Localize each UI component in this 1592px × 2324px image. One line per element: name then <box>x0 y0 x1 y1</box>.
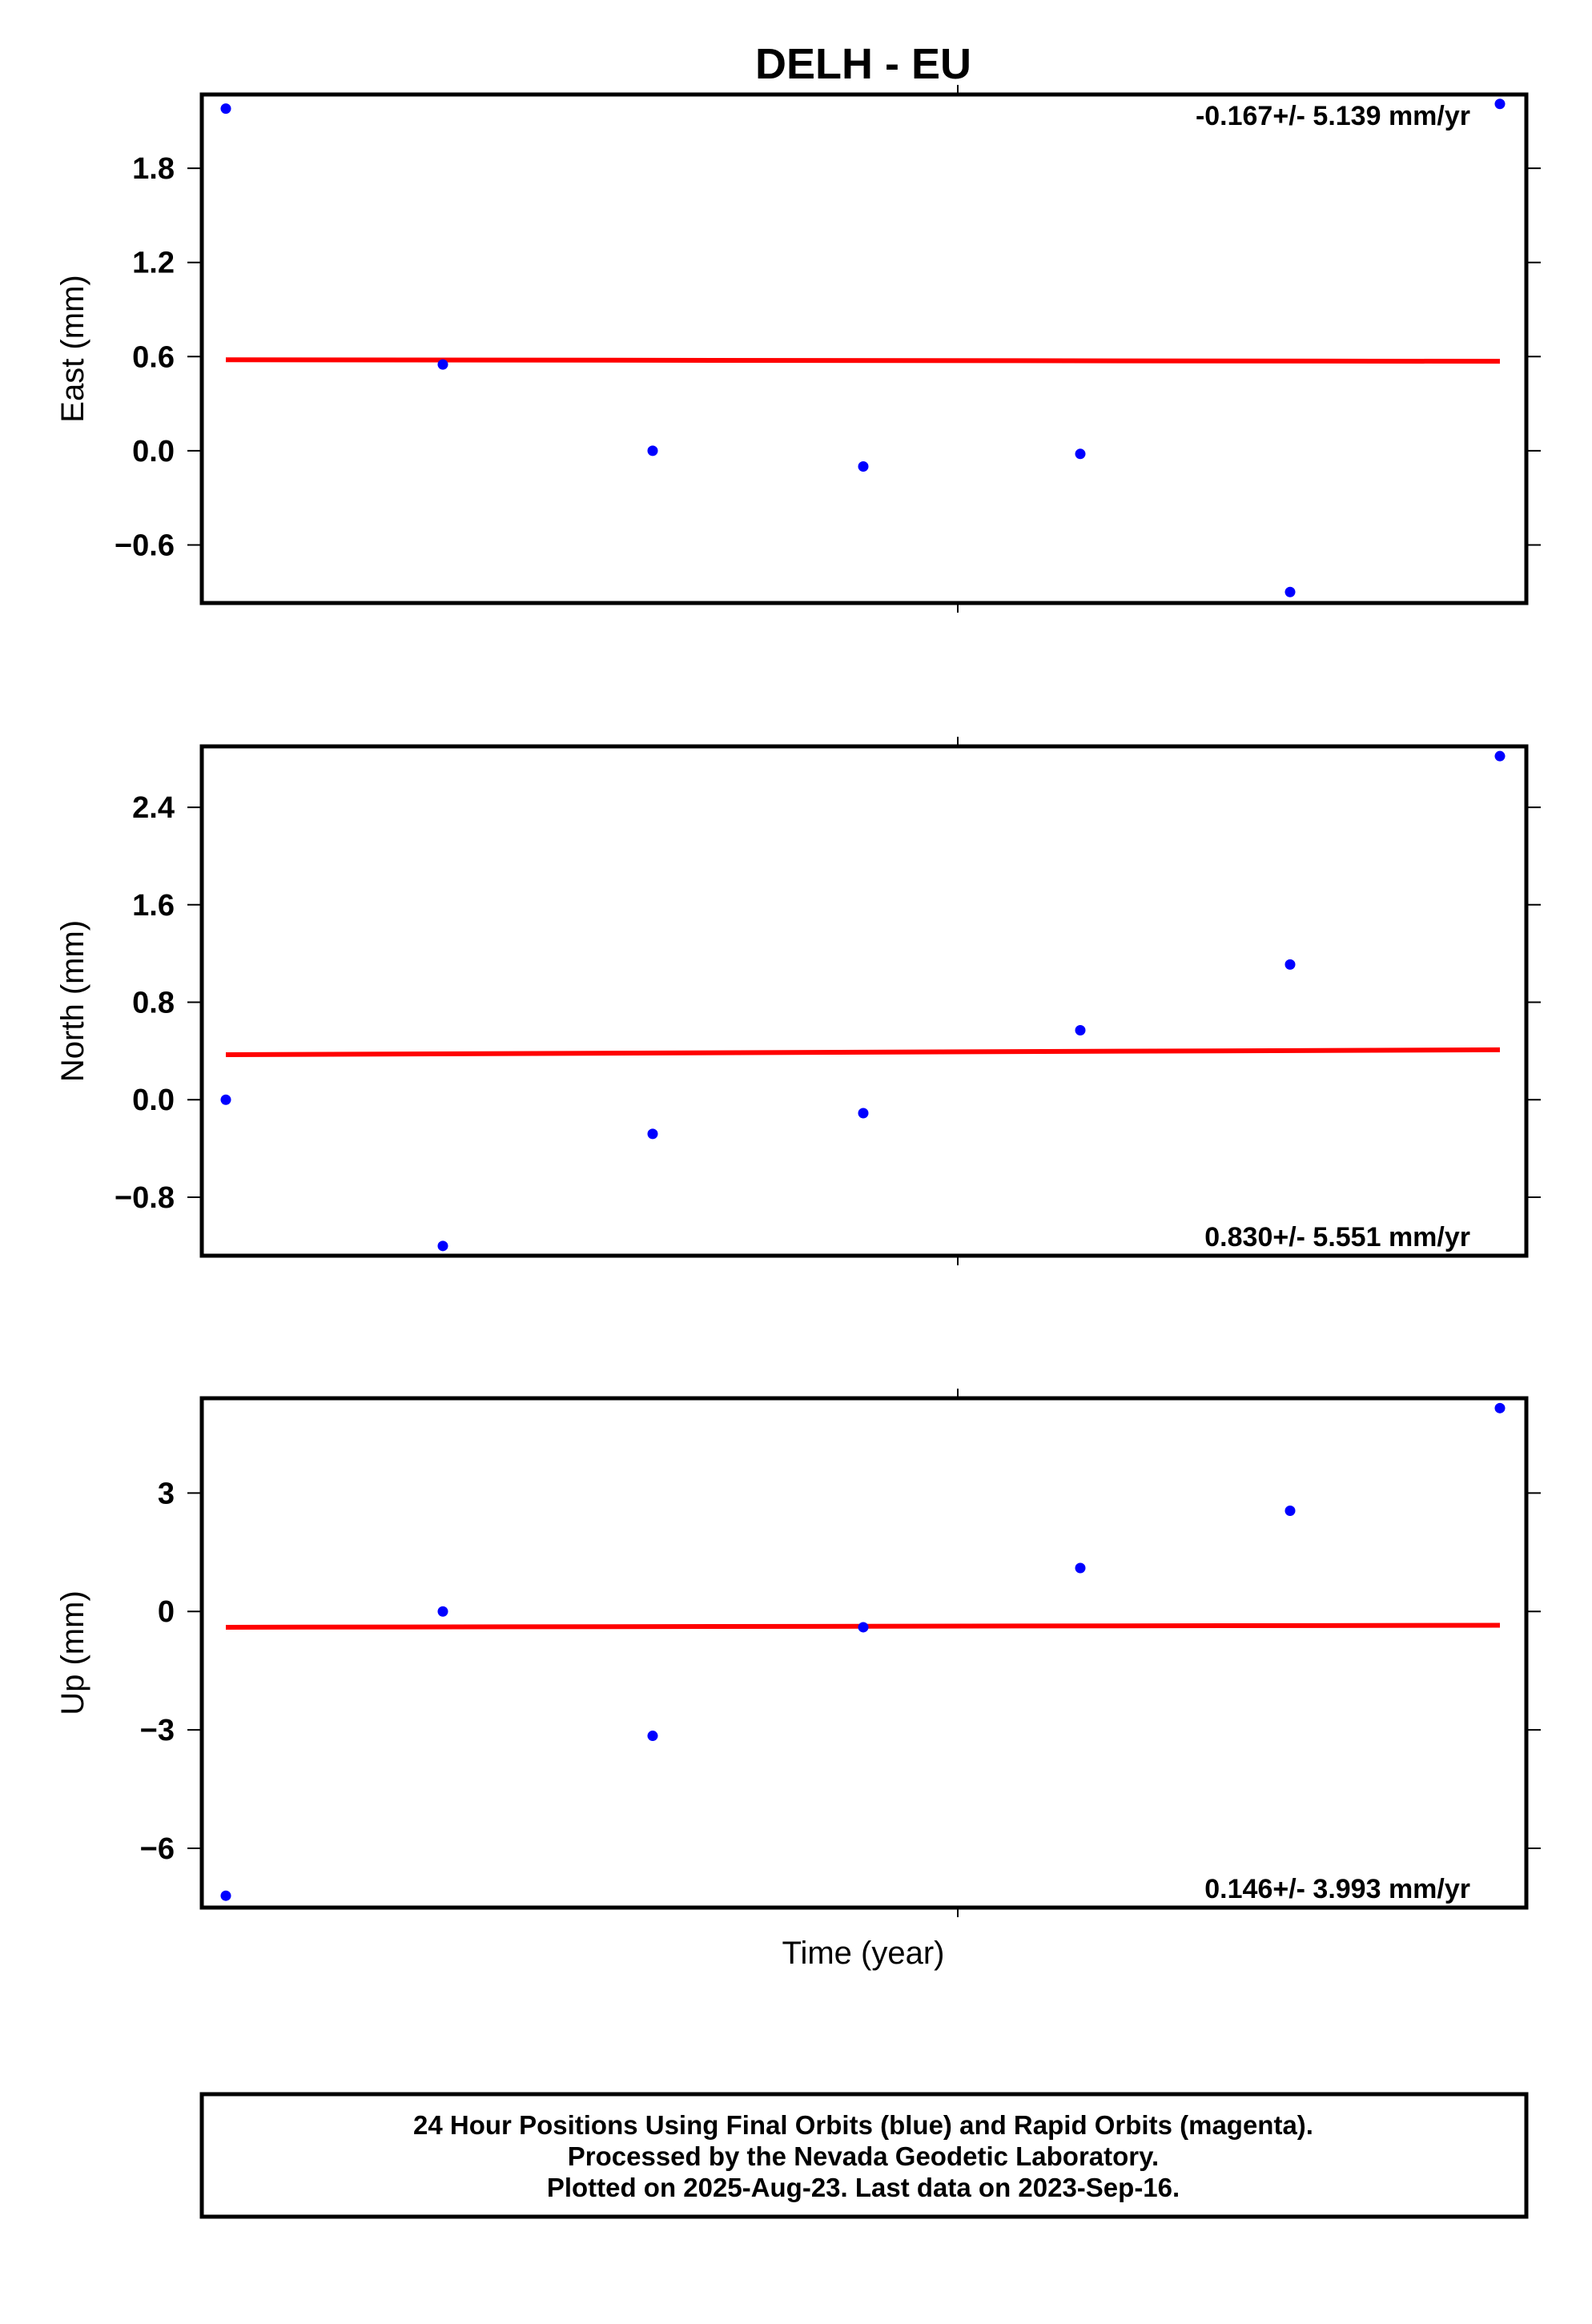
east-data-point <box>220 103 231 115</box>
north-panel: −0.8 0.0 0.8 1.6 2.4 North (mm) 0.830+/- 5.551… <box>55 737 1541 1265</box>
east-panel: −0.6 0.0 0.6 1.2 1.8 East (mm) -0.167+/- 5.139… <box>55 85 1541 613</box>
up-data-point <box>1494 1402 1506 1413</box>
east-rate-label: -0.167+/- 5.139 mm/yr <box>1196 101 1470 131</box>
up-data-point <box>858 1622 869 1633</box>
footer-frame <box>199 2092 1529 2219</box>
north-y-axis-label: North (mm) <box>55 920 90 1082</box>
up-rate-label: 0.146+/- 3.993 mm/yr <box>1204 1874 1470 1904</box>
up-panel: −6 −3 0 3 Up (mm) 0.146+/- 3.993 mm/yr <box>55 1389 1541 1917</box>
east-plot-frame <box>199 92 1529 605</box>
up-y-axis-label: Up (mm) <box>55 1590 90 1715</box>
north-data-point <box>1075 1025 1086 1036</box>
east-y-axis-label: East (mm) <box>55 275 90 422</box>
east-ytick-label: 0.6 <box>132 340 175 374</box>
east-ytick-label: −0.6 <box>115 529 175 562</box>
up-data-point <box>220 1890 231 1901</box>
north-fit-line <box>225 1047 1501 1057</box>
north-ytick-label: 0.0 <box>132 1084 175 1117</box>
east-data-point <box>437 359 448 370</box>
north-data-point <box>647 1128 658 1140</box>
east-ytick-label: 0.0 <box>132 435 175 468</box>
up-data-point <box>1075 1562 1086 1574</box>
footer-line-2: Processed by the Nevada Geodetic Laborat… <box>568 2141 1159 2171</box>
east-data-point <box>1494 99 1506 110</box>
figure-title: DELH - EU <box>755 40 971 88</box>
north-data-point <box>858 1108 869 1119</box>
up-plot-frame <box>199 1396 1529 1910</box>
up-data-point <box>647 1731 658 1742</box>
north-ytick-label: −0.8 <box>115 1181 175 1215</box>
north-ytick-label: 0.8 <box>132 987 175 1020</box>
east-ytick-label: 1.2 <box>132 247 175 280</box>
north-ytick-label: 1.6 <box>132 889 175 923</box>
north-data-point <box>1284 959 1296 970</box>
up-ytick-label: 0 <box>158 1595 175 1629</box>
east-data-point <box>647 445 658 456</box>
east-data-point <box>1284 586 1296 597</box>
east-fit-line <box>225 357 1501 364</box>
up-ytick-label: −6 <box>140 1832 175 1866</box>
up-ytick-label: 3 <box>158 1477 175 1510</box>
x-axis-label: Time (year) <box>782 1936 945 1971</box>
footer-line-1: 24 Hour Positions Using Final Orbits (bl… <box>413 2110 1313 2140</box>
east-ytick-label: 1.8 <box>132 152 175 186</box>
north-plot-frame <box>199 744 1529 1258</box>
north-data-point <box>437 1240 448 1252</box>
north-ytick-label: 2.4 <box>132 791 175 825</box>
up-data-point <box>437 1606 448 1617</box>
north-data-point <box>1494 750 1506 762</box>
east-data-point <box>1075 448 1086 460</box>
up-ytick-label: −3 <box>140 1714 175 1747</box>
east-data-point <box>858 460 869 472</box>
north-rate-label: 0.830+/- 5.551 mm/yr <box>1204 1222 1470 1252</box>
north-data-point <box>220 1094 231 1105</box>
footer-line-3: Plotted on 2025-Aug-23. Last data on 202… <box>547 2173 1180 2202</box>
footer-box: 24 Hour Positions Using Final Orbits (bl… <box>199 2092 1529 2219</box>
up-data-point <box>1284 1506 1296 1517</box>
